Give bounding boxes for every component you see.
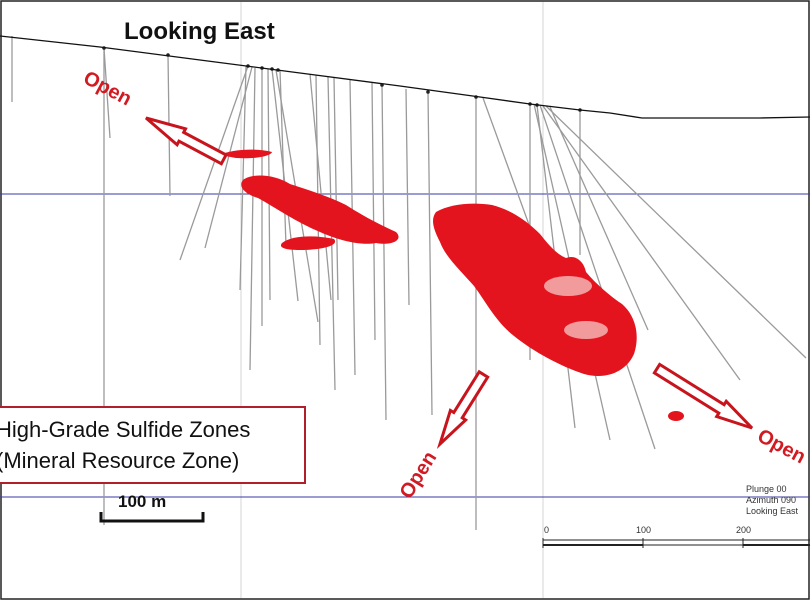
drillhole-trace	[549, 106, 649, 331]
collar-marker	[426, 90, 430, 94]
sulfide-zones	[220, 149, 684, 421]
view-title: Looking East	[124, 18, 275, 45]
drillhole-trace	[333, 77, 339, 301]
azimuth-text: Azimuth 090	[746, 495, 797, 505]
sulfide-zone	[241, 175, 399, 244]
scale-bar-label: 100 m	[118, 492, 167, 511]
sulfide-zone	[220, 149, 272, 159]
open-arrow	[436, 369, 490, 449]
legend-box: High-Grade Sulfide Zones (Mineral Resour…	[0, 406, 306, 484]
drillhole-trace	[239, 65, 247, 291]
legend-line: High-Grade Sulfide Zones	[0, 417, 251, 442]
sulfide-zone	[433, 203, 637, 376]
drillhole-trace	[204, 66, 253, 249]
open-arrow	[652, 362, 754, 430]
drillhole-trace	[542, 105, 741, 381]
drillhole-trace	[249, 67, 256, 371]
scale-bar	[99, 512, 205, 523]
open-label: Open	[754, 425, 809, 468]
open-arrows	[145, 116, 754, 449]
legend-line: (Mineral Resource Zone)	[0, 448, 240, 473]
sulfide-zone	[280, 236, 336, 250]
drillhole-trace	[381, 84, 387, 421]
zone-hole	[544, 276, 592, 296]
grid-scale-tick-label: 0	[544, 525, 550, 535]
open-arrow	[145, 116, 229, 166]
drillhole-trace	[405, 88, 410, 306]
drillhole-trace	[545, 105, 807, 359]
grid-scale-tick-label: 100	[636, 525, 652, 535]
direction-text: Looking East	[746, 506, 799, 516]
topography-surface	[0, 35, 810, 119]
plunge-text: Plunge 00	[746, 484, 787, 494]
drillhole-trace	[427, 91, 433, 416]
view-info: Plunge 00 Azimuth 090 Looking East	[746, 484, 798, 517]
drillhole-trace	[539, 104, 656, 450]
drillhole-trace	[179, 65, 249, 261]
sulfide-zone	[668, 411, 684, 421]
open-label: Open	[396, 448, 442, 503]
drillhole-trace	[103, 47, 111, 139]
zone-hole	[564, 321, 608, 339]
drillhole-trace	[371, 82, 376, 341]
grid-scale-tick-label: 200	[736, 525, 752, 535]
drillhole-trace	[279, 69, 287, 247]
drillhole-trace	[309, 73, 332, 301]
